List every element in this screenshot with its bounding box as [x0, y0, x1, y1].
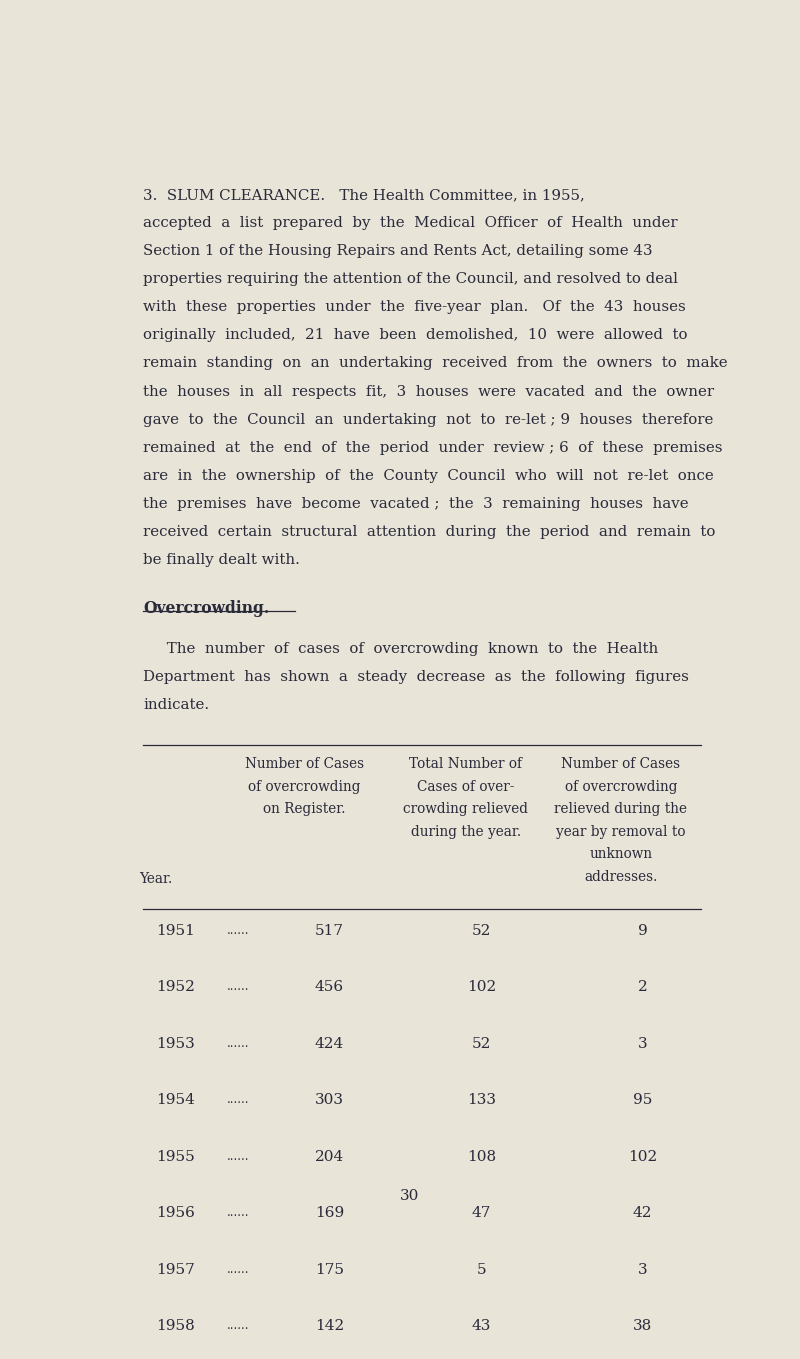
Text: remained  at  the  end  of  the  period  under  review ; 6  of  these  premises: remained at the end of the period under … [143, 440, 723, 455]
Text: 95: 95 [633, 1093, 652, 1108]
Text: be finally dealt with.: be finally dealt with. [143, 553, 300, 567]
Text: The  number  of  cases  of  overcrowding  known  to  the  Health: The number of cases of overcrowding know… [143, 641, 658, 655]
Text: remain  standing  on  an  undertaking  received  from  the  owners  to  make: remain standing on an undertaking receiv… [143, 356, 728, 371]
Text: 3: 3 [638, 1263, 647, 1276]
Text: ......: ...... [227, 924, 250, 936]
Text: 52: 52 [472, 924, 491, 938]
Text: Overcrowding.: Overcrowding. [143, 599, 270, 617]
Text: with  these  properties  under  the  five-year  plan.   Of  the  43  houses: with these properties under the five-yea… [143, 300, 686, 314]
Text: ......: ...... [227, 1093, 250, 1106]
Text: Number of Cases: Number of Cases [562, 757, 680, 772]
Text: the  houses  in  all  respects  fit,  3  houses  were  vacated  and  the  owner: the houses in all respects fit, 3 houses… [143, 385, 714, 398]
Text: received  certain  structural  attention  during  the  period  and  remain  to: received certain structural attention du… [143, 525, 716, 538]
Text: 175: 175 [315, 1263, 344, 1276]
Text: Number of Cases: Number of Cases [245, 757, 364, 772]
Text: of overcrowding: of overcrowding [248, 780, 361, 794]
Text: 169: 169 [314, 1207, 344, 1220]
Text: 108: 108 [466, 1150, 496, 1163]
Text: during the year.: during the year. [410, 825, 521, 839]
Text: Total Number of: Total Number of [410, 757, 522, 772]
Text: Department  has  shown  a  steady  decrease  as  the  following  figures: Department has shown a steady decrease a… [143, 670, 690, 684]
Text: ......: ...... [227, 1207, 250, 1219]
Text: crowding relieved: crowding relieved [403, 802, 528, 817]
Text: 30: 30 [400, 1189, 420, 1203]
Text: ​on Register.: ​on Register. [263, 802, 346, 817]
Text: accepted  a  list  prepared  by  the  Medical  Officer  of  Health  under: accepted a list prepared by the Medical … [143, 216, 678, 230]
Text: 204: 204 [314, 1150, 344, 1163]
Text: 1952: 1952 [156, 980, 194, 995]
Text: Year.: Year. [139, 872, 173, 886]
Text: 5: 5 [477, 1263, 486, 1276]
Text: 1954: 1954 [156, 1093, 194, 1108]
Text: of overcrowding: of overcrowding [565, 780, 677, 794]
Text: 47: 47 [472, 1207, 491, 1220]
Text: 142: 142 [314, 1320, 344, 1333]
Text: 456: 456 [315, 980, 344, 995]
Text: indicate.: indicate. [143, 697, 210, 712]
Text: 1957: 1957 [156, 1263, 194, 1276]
Text: Section 1 of the Housing Repairs and Rents Act, detailing some 43: Section 1 of the Housing Repairs and Ren… [143, 245, 653, 258]
Text: 2: 2 [638, 980, 647, 995]
Text: ......: ...... [227, 980, 250, 993]
Text: ......: ...... [227, 1150, 250, 1163]
Text: the  premises  have  become  vacated ;  the  3  remaining  houses  have: the premises have become vacated ; the 3… [143, 496, 689, 511]
Text: 9: 9 [638, 924, 647, 938]
Text: Cases of over-: Cases of over- [417, 780, 514, 794]
Text: 1953: 1953 [156, 1037, 194, 1051]
Text: 43: 43 [472, 1320, 491, 1333]
Text: are  in  the  ownership  of  the  County  Council  who  will  not  re-let  once: are in the ownership of the County Counc… [143, 469, 714, 482]
Text: 133: 133 [467, 1093, 496, 1108]
Text: gave  to  the  Council  an  undertaking  not  to  re-let ; 9  houses  therefore: gave to the Council an undertaking not t… [143, 413, 714, 427]
Text: 1951: 1951 [156, 924, 194, 938]
Text: 303: 303 [315, 1093, 344, 1108]
Text: 517: 517 [315, 924, 344, 938]
Text: 424: 424 [314, 1037, 344, 1051]
Text: relieved during the: relieved during the [554, 802, 687, 817]
Text: ......: ...... [227, 1320, 250, 1332]
Text: 38: 38 [633, 1320, 652, 1333]
Text: 1956: 1956 [156, 1207, 194, 1220]
Text: properties requiring the attention of the Council, and resolved to deal: properties requiring the attention of th… [143, 272, 678, 287]
Text: 52: 52 [472, 1037, 491, 1051]
Text: ......: ...... [227, 1263, 250, 1276]
Text: 42: 42 [633, 1207, 652, 1220]
Text: 102: 102 [628, 1150, 657, 1163]
Text: 102: 102 [466, 980, 496, 995]
Text: ......: ...... [227, 1037, 250, 1049]
Text: 3.  SLUM CLEARANCE.   The Health Committee, in 1955,: 3. SLUM CLEARANCE. The Health Committee,… [143, 188, 585, 202]
Text: 3: 3 [638, 1037, 647, 1051]
Text: 1955: 1955 [156, 1150, 194, 1163]
Text: 1958: 1958 [156, 1320, 194, 1333]
Text: year by removal to: year by removal to [556, 825, 686, 839]
Text: originally  included,  21  have  been  demolished,  10  were  allowed  to: originally included, 21 have been demoli… [143, 329, 688, 342]
Text: unknown: unknown [590, 847, 652, 862]
Text: addresses.: addresses. [584, 870, 658, 883]
